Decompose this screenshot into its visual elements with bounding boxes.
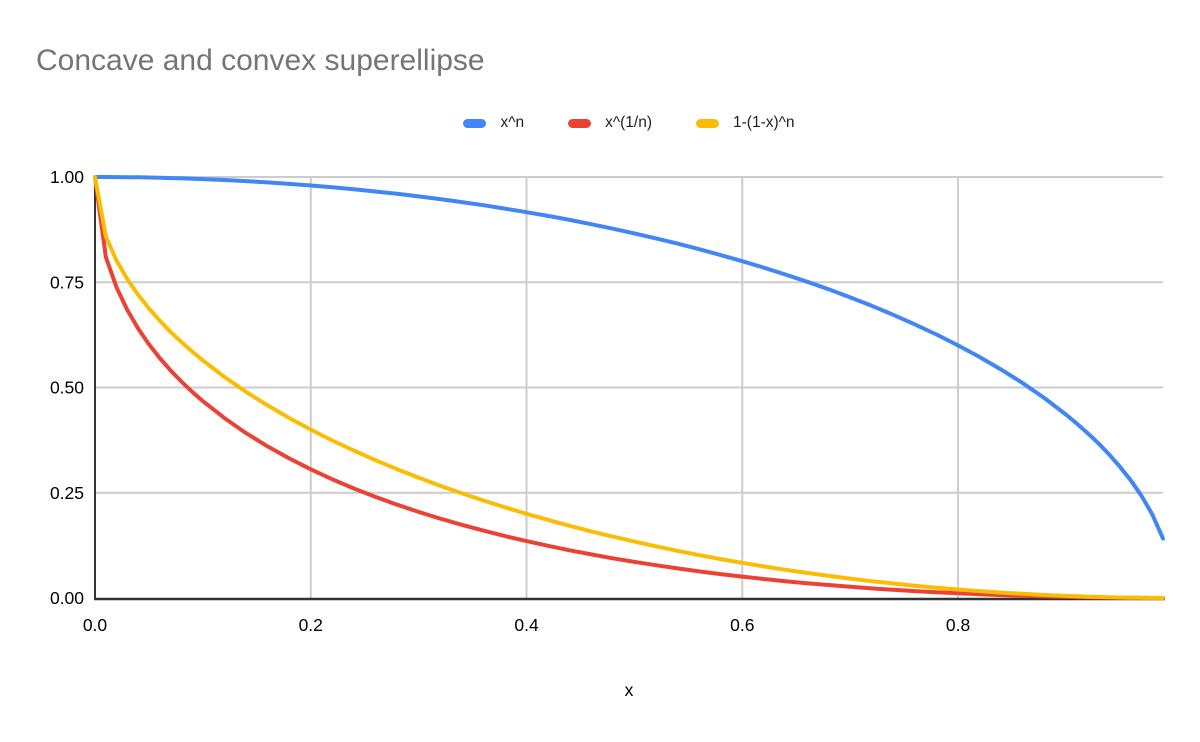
x-tick-label: 0.4 <box>514 615 539 635</box>
y-tick-label: 0.00 <box>50 588 84 608</box>
x-tick-label: 0.2 <box>299 615 323 635</box>
x-tick-label: 0.6 <box>730 615 754 635</box>
x-tick-label: 0.8 <box>946 615 970 635</box>
series-1-swatch-icon <box>463 118 487 128</box>
legend-label-series-2: x^(1/n) <box>605 114 653 131</box>
series-3-swatch-icon <box>696 118 720 128</box>
y-tick-label: 0.25 <box>50 483 84 503</box>
x-axis-title: x <box>625 680 634 700</box>
legend-label-series-3: 1-(1-x)^n <box>733 114 795 131</box>
chart-title: Concave and convex superellipse <box>36 44 485 77</box>
legend-item-series-2: x^(1/n) <box>568 114 652 132</box>
legend-label-series-1: x^n <box>500 114 525 131</box>
series-2-swatch-icon <box>568 118 592 128</box>
series-line-1 <box>93 175 1165 541</box>
y-tick-label: 0.75 <box>50 272 84 292</box>
legend-item-series-1: x^n <box>463 114 524 132</box>
y-tick-label: 0.50 <box>50 378 84 398</box>
series-line-3 <box>93 175 1165 600</box>
y-tick-label: 1.00 <box>50 167 84 187</box>
x-tick-label: 0.0 <box>83 615 108 635</box>
legend: x^n x^(1/n) 1-(1-x)^n <box>95 109 1163 137</box>
legend-item-series-3: 1-(1-x)^n <box>696 114 795 132</box>
